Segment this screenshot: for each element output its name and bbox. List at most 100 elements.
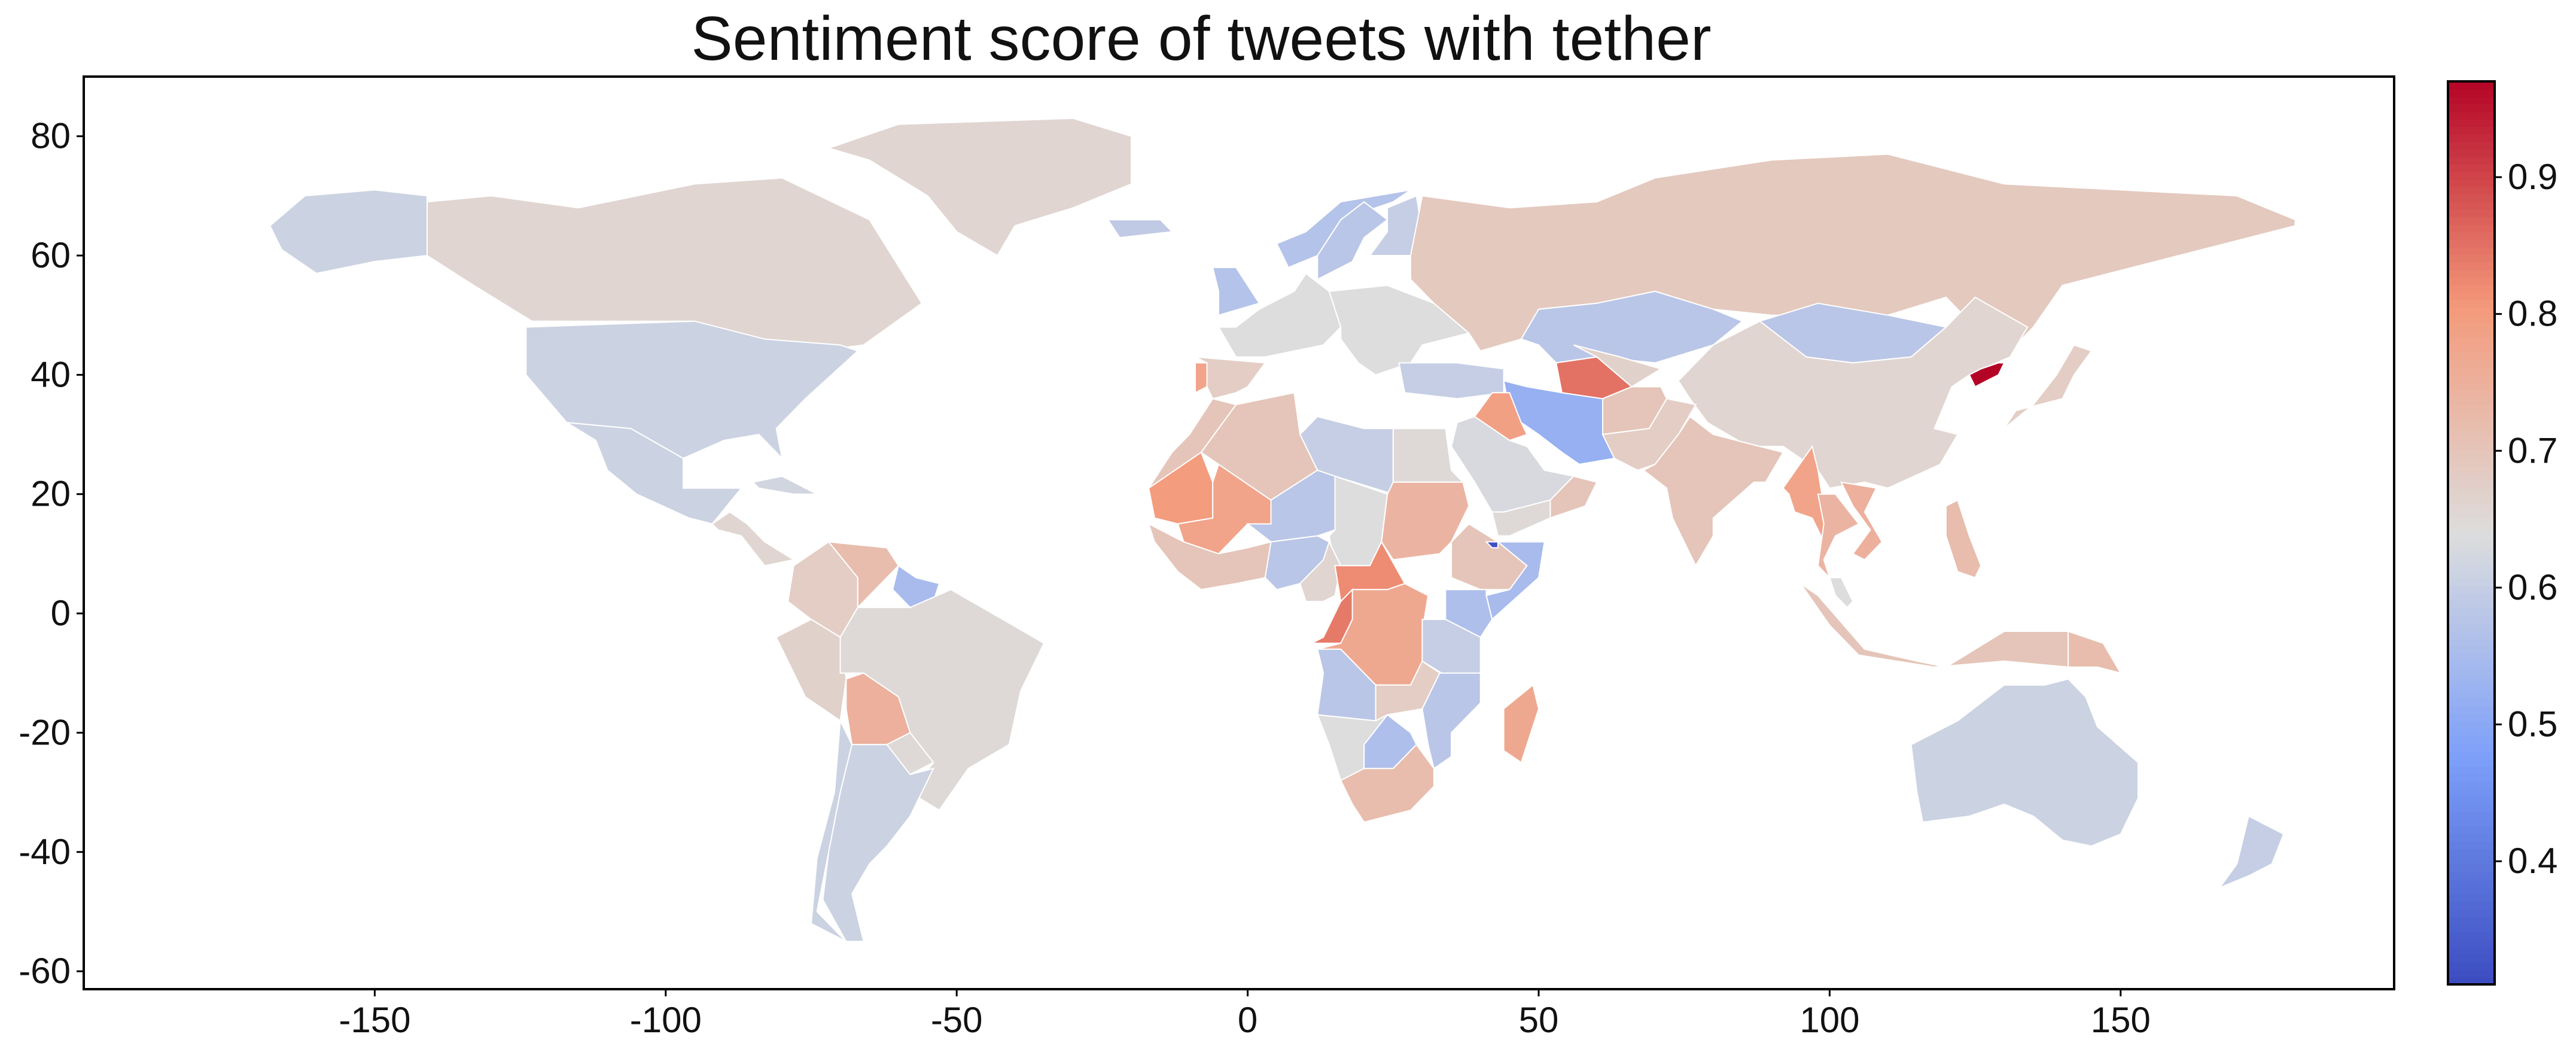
colorbar-segment xyxy=(2448,329,2495,338)
colorbar-segment xyxy=(2448,194,2495,203)
colorbar-segment xyxy=(2448,533,2495,541)
colorbar-segment xyxy=(2448,653,2495,662)
colorbar-segment xyxy=(2448,442,2495,451)
colorbar-segment xyxy=(2448,510,2495,519)
region-south-africa xyxy=(1339,743,1435,823)
colorbar-segment xyxy=(2448,706,2495,715)
colorbar-segment xyxy=(2448,916,2495,925)
colorbar-segment xyxy=(2448,156,2495,165)
x-axis: -150 -100 -50 0 50 100 150 xyxy=(339,989,2151,1040)
colorbar-segment xyxy=(2448,563,2495,571)
colorbar-segment xyxy=(2448,525,2495,534)
colorbar-segment xyxy=(2448,954,2495,963)
colorbar-segment xyxy=(2448,141,2495,150)
region-morocco xyxy=(1148,398,1237,489)
region-argentina xyxy=(822,744,935,942)
region-united-kingdom xyxy=(1211,267,1260,317)
colorbar-segment xyxy=(2448,939,2495,947)
colorbar-segment xyxy=(2448,367,2495,376)
region-oman xyxy=(1549,475,1598,519)
colorbar-tick-label: 0.4 xyxy=(2508,841,2557,881)
colorbar-segment xyxy=(2448,796,2495,805)
region-turkey xyxy=(1398,362,1505,400)
colorbar-segment xyxy=(2448,262,2495,270)
colorbar-segment xyxy=(2448,435,2495,443)
colorbar-segment xyxy=(2448,89,2495,97)
region-greenland xyxy=(826,117,1132,257)
colorbar-segment xyxy=(2448,224,2495,233)
colorbar-segment xyxy=(2448,314,2495,323)
colorbar-segment xyxy=(2448,518,2495,526)
region-egypt xyxy=(1392,428,1464,483)
colorbar-segment xyxy=(2448,390,2495,398)
colorbar-segment xyxy=(2448,465,2495,473)
colorbar-segment xyxy=(2448,736,2495,744)
colorbar-segment xyxy=(2448,503,2495,511)
colorbar-segment xyxy=(2448,96,2495,105)
colorbar-segment xyxy=(2448,811,2495,820)
colorbar-segment xyxy=(2448,826,2495,835)
region-india xyxy=(1642,415,1785,567)
colorbar-segment xyxy=(2448,849,2495,858)
colorbar-segment xyxy=(2448,623,2495,631)
colorbar-segment xyxy=(2448,239,2495,248)
colorbar-segment xyxy=(2448,789,2495,797)
y-tick-label: 60 xyxy=(31,235,71,275)
region-iceland xyxy=(1107,219,1174,239)
colorbar-segment xyxy=(2448,307,2495,315)
colorbar-segment xyxy=(2448,886,2495,895)
colorbar-segment xyxy=(2448,691,2495,699)
colorbar-segment xyxy=(2448,104,2495,113)
y-tick-label: 0 xyxy=(51,593,71,633)
colorbar-segment xyxy=(2448,751,2495,759)
colorbar-segment xyxy=(2448,164,2495,172)
colorbar-frame xyxy=(2447,80,2496,986)
colorbar-segment xyxy=(2448,600,2495,609)
colorbar-segment xyxy=(2448,427,2495,436)
colorbar-segment xyxy=(2448,661,2495,669)
y-tick-label: 20 xyxy=(31,474,71,514)
colorbar-segment xyxy=(2448,472,2495,481)
colorbar-segment xyxy=(2448,299,2495,308)
colorbar-segment xyxy=(2448,292,2495,300)
colorbar-segment xyxy=(2448,819,2495,827)
y-tick-label: -20 xyxy=(19,712,71,752)
colorbar-segment xyxy=(2448,540,2495,549)
colorbar-segment xyxy=(2448,217,2495,225)
colorbar-segment xyxy=(2448,179,2495,187)
colorbar-segment xyxy=(2448,577,2495,586)
colorbar-segment xyxy=(2448,419,2495,428)
colorbar-segment xyxy=(2448,646,2495,654)
colorbar-segment xyxy=(2448,878,2495,887)
region-alaska xyxy=(269,189,428,274)
colorbar-segment xyxy=(2448,149,2495,157)
y-axis: -60 -40 -20 0 20 40 60 80 xyxy=(19,116,84,991)
colorbar-segment xyxy=(2448,841,2495,850)
chart-title: Sentiment score of tweets with tether xyxy=(691,4,1712,74)
colorbar-segment xyxy=(2448,758,2495,767)
y-tick-label: -60 xyxy=(19,951,71,991)
region-mozambique xyxy=(1421,672,1481,770)
colorbar-segment xyxy=(2448,728,2495,737)
region-china xyxy=(1677,296,2029,489)
colorbar-segment xyxy=(2448,450,2495,458)
colorbar-segment xyxy=(2448,187,2495,195)
colorbar-segment xyxy=(2448,247,2495,256)
colorbar-segment xyxy=(2448,962,2495,970)
x-tick-label: -150 xyxy=(339,1000,410,1040)
colorbar-segment xyxy=(2448,781,2495,789)
colorbar-segment xyxy=(2448,608,2495,616)
colorbar-segment xyxy=(2448,683,2495,692)
colorbar-segment xyxy=(2448,488,2495,496)
colorbar-segment xyxy=(2448,345,2495,353)
colorbar-segment xyxy=(2448,276,2495,285)
colorbar-segment xyxy=(2448,548,2495,557)
region-north-korea xyxy=(1968,362,2005,388)
colorbar-segment xyxy=(2448,202,2495,210)
colorbar-segment xyxy=(2448,947,2495,955)
colorbar-segment xyxy=(2448,322,2495,330)
colorbar-segment xyxy=(2448,766,2495,774)
colorbar-segment xyxy=(2448,924,2495,932)
colorbar-segment xyxy=(2448,360,2495,368)
